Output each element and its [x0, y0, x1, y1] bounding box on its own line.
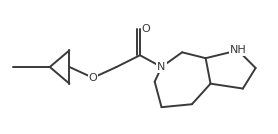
Text: O: O [89, 73, 97, 83]
Text: NH: NH [230, 45, 246, 55]
Text: N: N [157, 62, 166, 72]
Text: O: O [142, 24, 150, 34]
